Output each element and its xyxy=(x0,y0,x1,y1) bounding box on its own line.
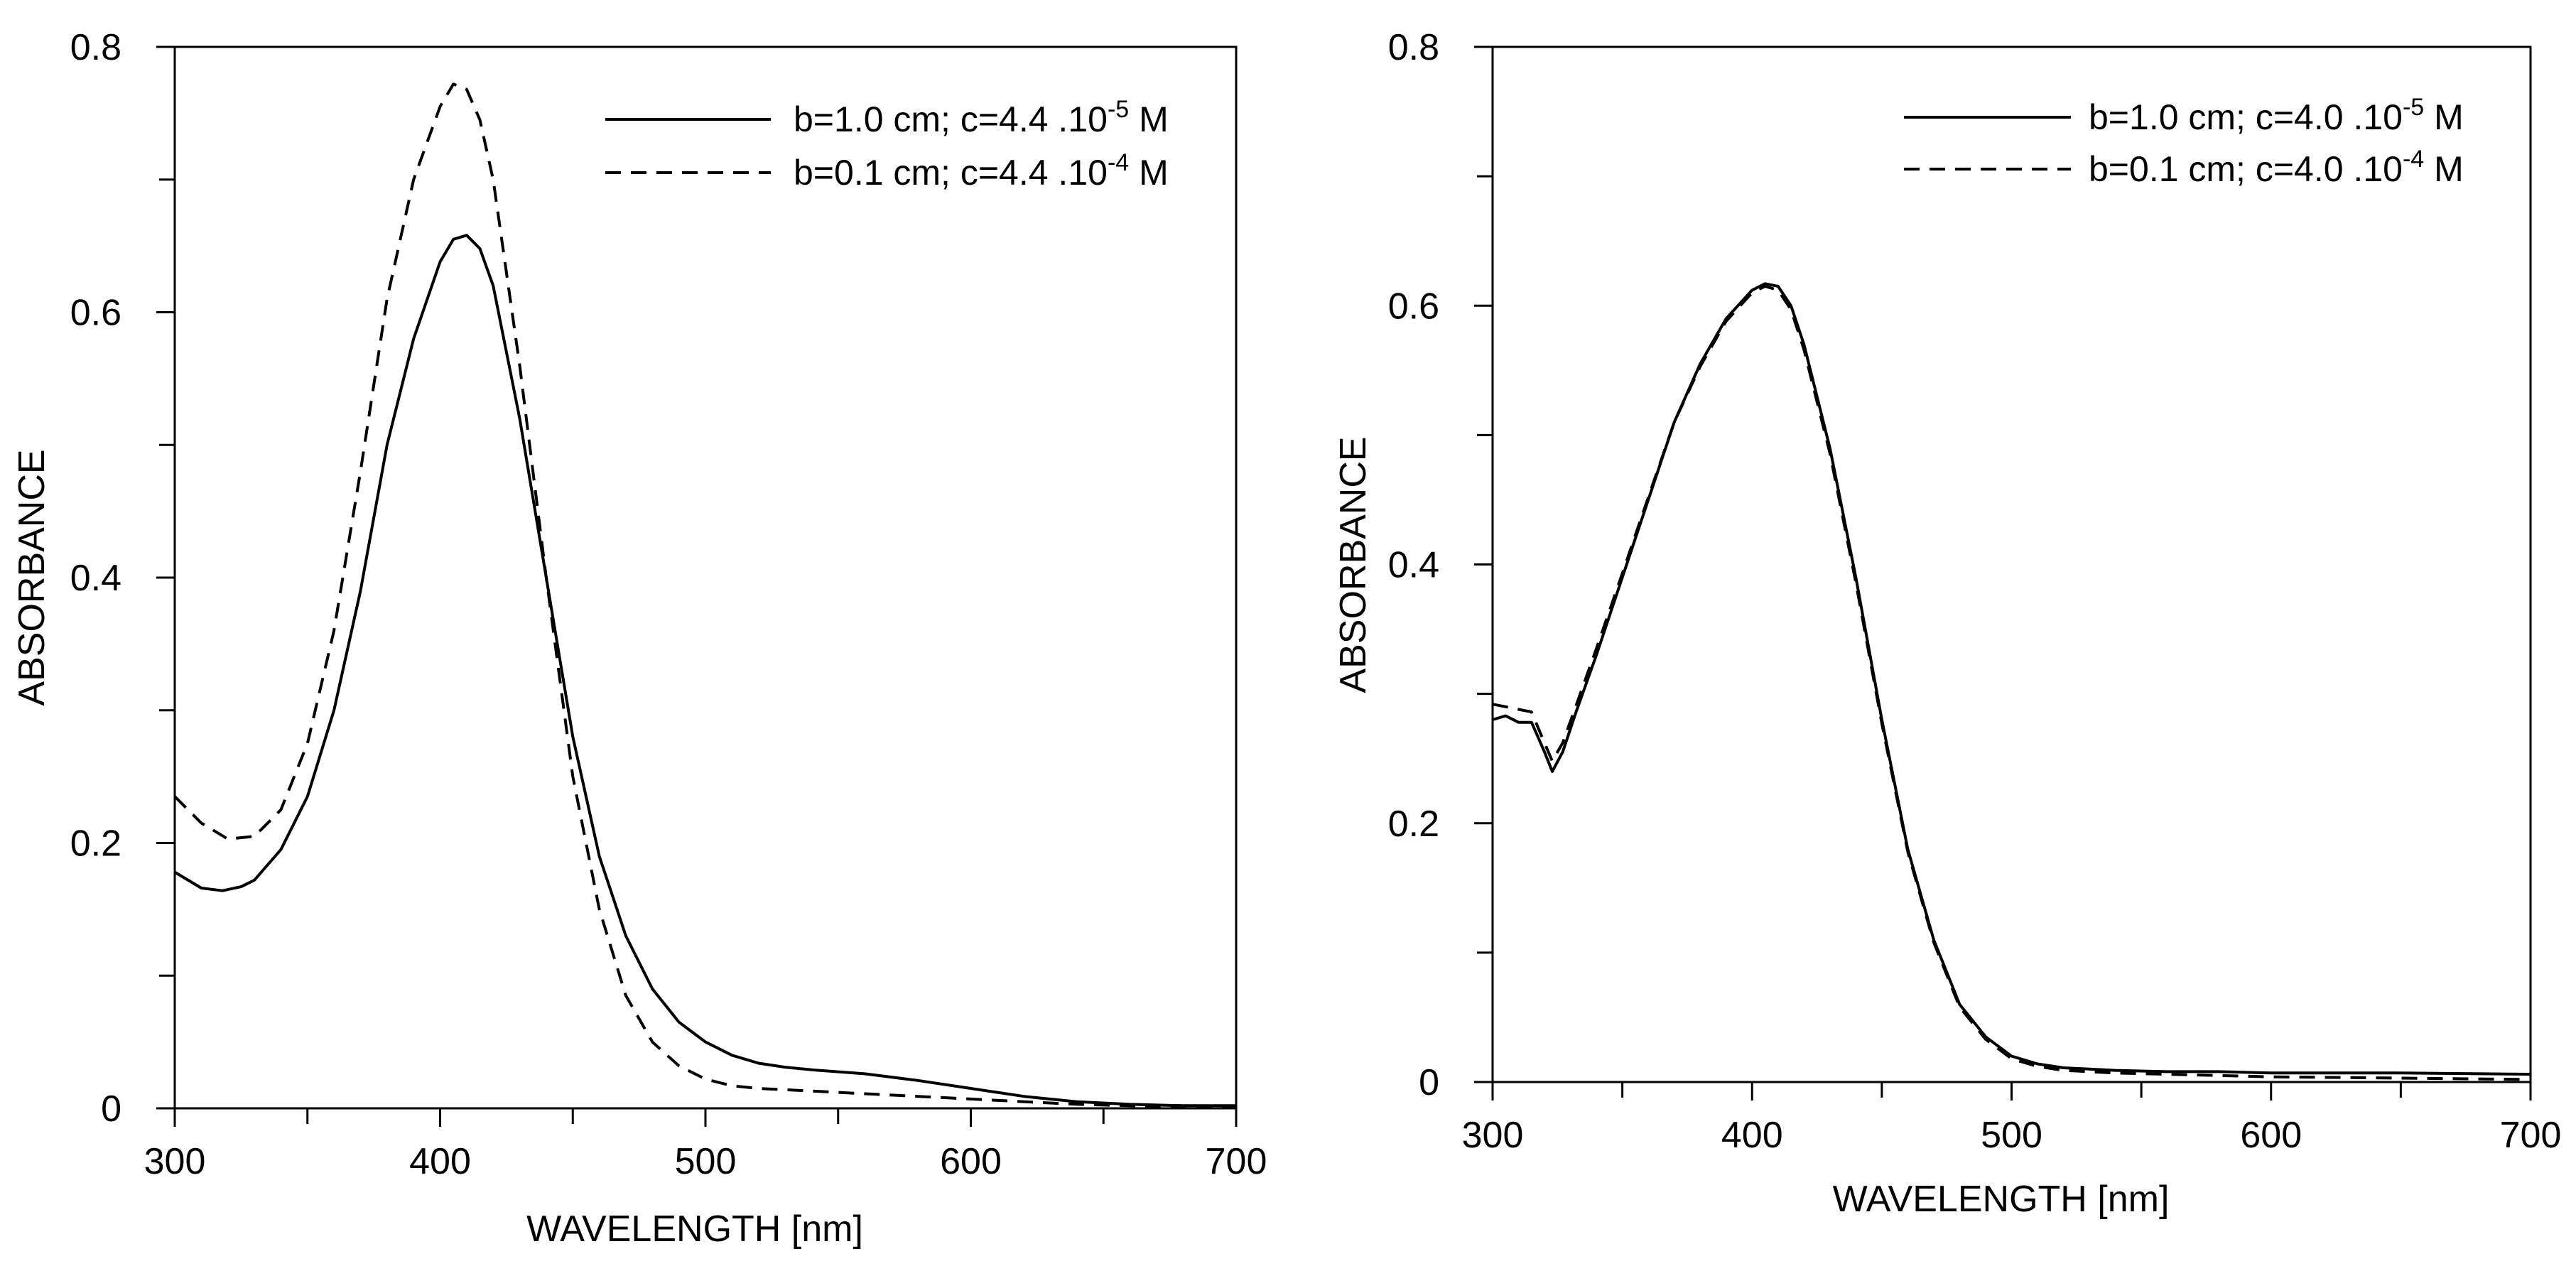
x-tick-label: 300 xyxy=(1462,1115,1524,1156)
y-tick-label: 0 xyxy=(1419,1062,1439,1103)
x-tick-label: 600 xyxy=(940,1141,1002,1182)
y-tick-label: 0.4 xyxy=(70,558,121,599)
plot-frame xyxy=(173,45,1238,1110)
legend-label: b=1.0 cm; c=4.4 .10-5 M xyxy=(794,96,1169,139)
y-tick-label: 0.2 xyxy=(1388,804,1439,845)
y-tick-label: 0 xyxy=(101,1088,121,1130)
legend-label: b=0.1 cm; c=4.4 .10-4 M xyxy=(794,149,1169,193)
series-line-dashed xyxy=(173,82,1236,1109)
x-tick-label: 500 xyxy=(1981,1115,2042,1156)
legend-label: b=1.0 cm; c=4.0 .10-5 M xyxy=(2089,94,2464,137)
x-axis-label: WAVELENGTH [nm] xyxy=(1833,1179,2170,1220)
y-tick-label: 0.6 xyxy=(1388,286,1439,327)
series-line-solid xyxy=(173,234,1236,1108)
series-line-solid xyxy=(1492,282,2531,1076)
y-tick-label: 0.6 xyxy=(70,293,121,334)
x-tick-label: 600 xyxy=(2240,1115,2302,1156)
left-chart: 300 400 500 600 700 0 0.2 0.4 0.6 0.8 WAVELENGTH [… xyxy=(11,27,1267,1250)
y-tick-label: 0.8 xyxy=(1388,27,1439,68)
y-tick-label: 0.2 xyxy=(70,823,121,865)
x-tick-label: 400 xyxy=(409,1141,471,1182)
y-tick-label: 0.8 xyxy=(70,27,121,68)
x-tick-label: 700 xyxy=(2500,1115,2562,1156)
right-chart: 300 400 500 600 700 0 0.2 0.4 0.6 0.8 WAVELENGTH [… xyxy=(1333,27,2561,1220)
plot-frame xyxy=(1491,45,2532,1083)
series-line-dashed xyxy=(1492,284,2531,1081)
x-tick-label: 500 xyxy=(675,1141,737,1182)
x-tick-label: 400 xyxy=(1721,1115,1783,1156)
y-tick-label: 0.4 xyxy=(1388,545,1439,586)
x-axis-label: WAVELENGTH [nm] xyxy=(526,1208,863,1250)
legend-label: b=0.1 cm; c=4.0 .10-4 M xyxy=(2089,146,2464,189)
y-axis-label: ABSORBANCE xyxy=(11,449,53,705)
x-tick-label: 700 xyxy=(1206,1141,1267,1182)
y-axis-label: ABSORBANCE xyxy=(1333,436,1374,693)
x-tick-label: 300 xyxy=(144,1141,206,1182)
